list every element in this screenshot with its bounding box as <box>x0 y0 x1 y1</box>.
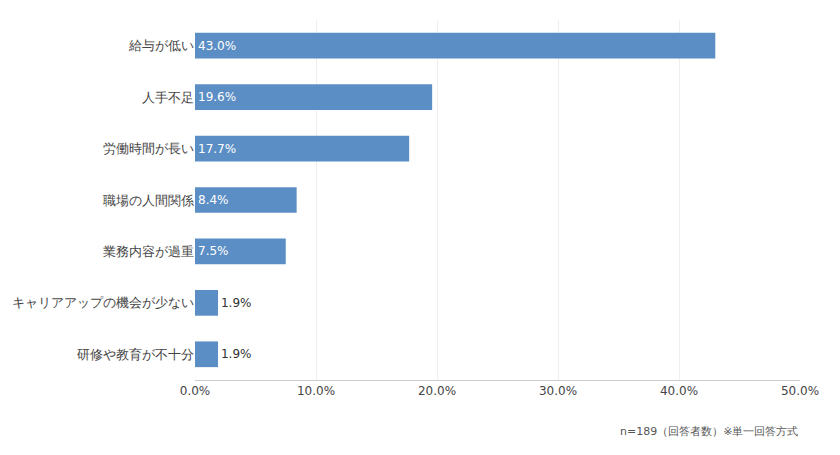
svg-text:30.0%: 30.0% <box>539 384 577 398</box>
svg-text:43.0%: 43.0% <box>198 39 236 53</box>
svg-text:40.0%: 40.0% <box>660 384 698 398</box>
svg-text:50.0%: 50.0% <box>781 384 819 398</box>
svg-text:n=189（回答者数）※単一回答方式: n=189（回答者数）※単一回答方式 <box>620 425 798 438</box>
svg-text:給与が低い: 給与が低い <box>128 38 194 53</box>
svg-text:研修や教育が不十分: 研修や教育が不十分 <box>77 347 194 362</box>
svg-text:8.4%: 8.4% <box>198 193 229 207</box>
svg-text:1.9%: 1.9% <box>221 296 252 310</box>
svg-text:業務内容が過重: 業務内容が過重 <box>103 244 194 259</box>
svg-text:0.0%: 0.0% <box>180 384 211 398</box>
svg-text:人手不足: 人手不足 <box>142 90 194 105</box>
svg-text:1.9%: 1.9% <box>221 347 252 361</box>
svg-text:職場の人間関係: 職場の人間関係 <box>103 193 194 208</box>
svg-text:20.0%: 20.0% <box>418 384 456 398</box>
svg-text:キャリアアップの機会が少ない: キャリアアップの機会が少ない <box>12 295 194 310</box>
svg-text:労働時間が長い: 労働時間が長い <box>103 141 194 156</box>
svg-text:7.5%: 7.5% <box>198 244 229 258</box>
svg-text:10.0%: 10.0% <box>297 384 335 398</box>
svg-text:19.6%: 19.6% <box>198 90 236 104</box>
svg-text:17.7%: 17.7% <box>198 142 236 156</box>
